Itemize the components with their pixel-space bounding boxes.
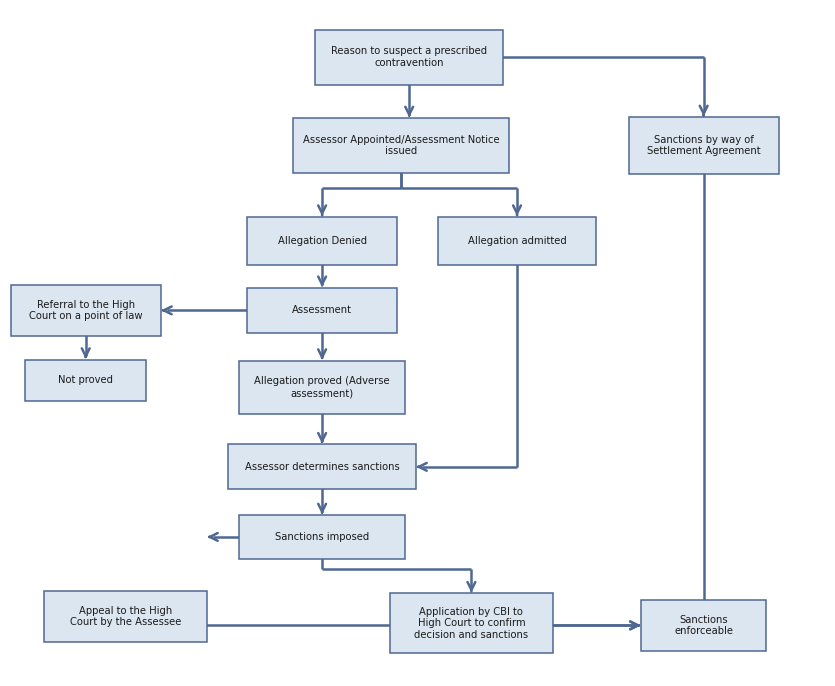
FancyBboxPatch shape <box>247 217 397 265</box>
FancyBboxPatch shape <box>11 285 161 335</box>
Text: Allegation Denied: Allegation Denied <box>277 236 367 246</box>
Text: Not proved: Not proved <box>58 375 114 386</box>
FancyBboxPatch shape <box>229 445 416 489</box>
FancyBboxPatch shape <box>247 288 397 333</box>
Text: Appeal to the High
Court by the Assessee: Appeal to the High Court by the Assessee <box>70 606 181 627</box>
FancyBboxPatch shape <box>44 591 207 641</box>
FancyBboxPatch shape <box>629 117 779 174</box>
Text: Referral to the High
Court on a point of law: Referral to the High Court on a point of… <box>29 300 143 321</box>
Text: Sanctions imposed: Sanctions imposed <box>275 532 369 542</box>
Text: Application by CBI to
High Court to confirm
decision and sanctions: Application by CBI to High Court to conf… <box>414 606 529 640</box>
Text: Reason to suspect a prescribed
contravention: Reason to suspect a prescribed contraven… <box>331 47 488 68</box>
Text: Allegation proved (Adverse
assessment): Allegation proved (Adverse assessment) <box>255 377 390 398</box>
Text: Sanctions
enforceable: Sanctions enforceable <box>674 615 733 636</box>
Text: Sanctions by way of
Settlement Agreement: Sanctions by way of Settlement Agreement <box>647 135 761 156</box>
Text: Assessment: Assessment <box>292 305 352 316</box>
FancyBboxPatch shape <box>390 593 553 653</box>
FancyBboxPatch shape <box>25 359 146 401</box>
FancyBboxPatch shape <box>438 217 596 265</box>
Text: Assessor determines sanctions: Assessor determines sanctions <box>245 462 399 472</box>
Text: Allegation admitted: Allegation admitted <box>468 236 566 246</box>
FancyBboxPatch shape <box>239 515 406 558</box>
FancyBboxPatch shape <box>239 361 406 414</box>
FancyBboxPatch shape <box>293 118 509 174</box>
Text: Assessor Appointed/Assessment Notice
issued: Assessor Appointed/Assessment Notice iss… <box>302 135 499 156</box>
FancyBboxPatch shape <box>641 600 767 650</box>
FancyBboxPatch shape <box>316 29 503 85</box>
